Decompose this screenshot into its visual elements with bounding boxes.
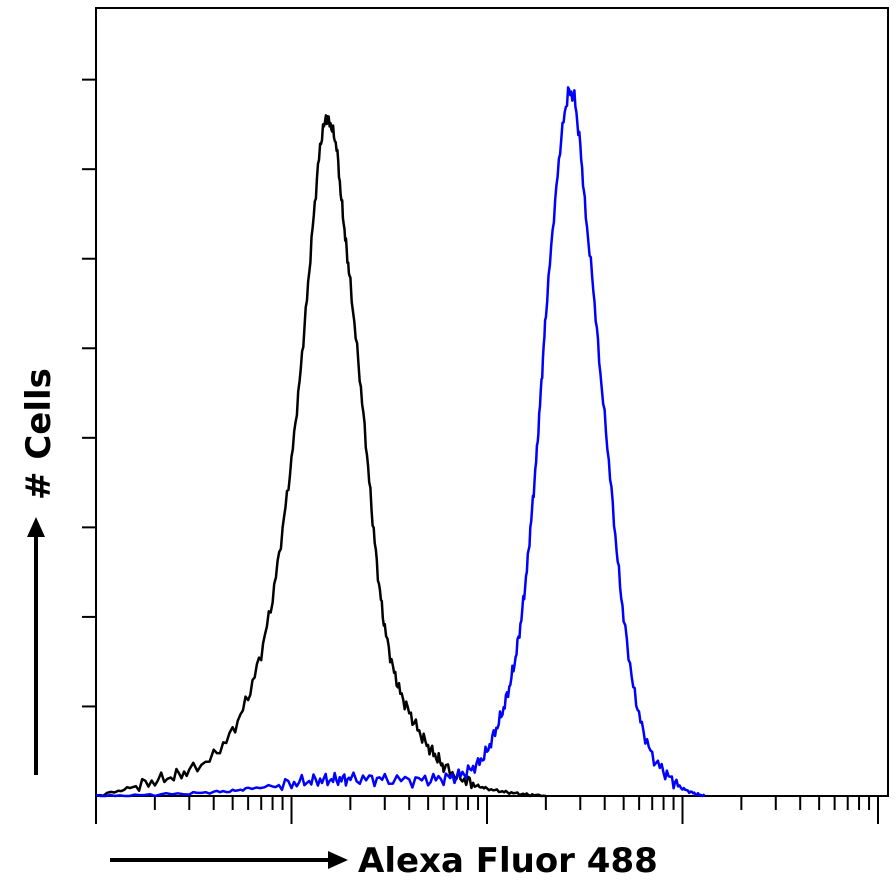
- y-axis-arrowhead: [27, 517, 45, 537]
- x-axis-label: Alexa Fluor 488: [358, 841, 658, 881]
- y-axis-ticks: [82, 78, 96, 708]
- y-axis-label: # Cells: [19, 368, 59, 500]
- series-layer: [95, 86, 706, 798]
- plot-frame: [95, 7, 889, 797]
- x-axis-ticks: [95, 796, 879, 824]
- series-line-2: [95, 86, 706, 798]
- series-line-1: [95, 114, 547, 798]
- x-axis-arrowhead: [328, 851, 348, 869]
